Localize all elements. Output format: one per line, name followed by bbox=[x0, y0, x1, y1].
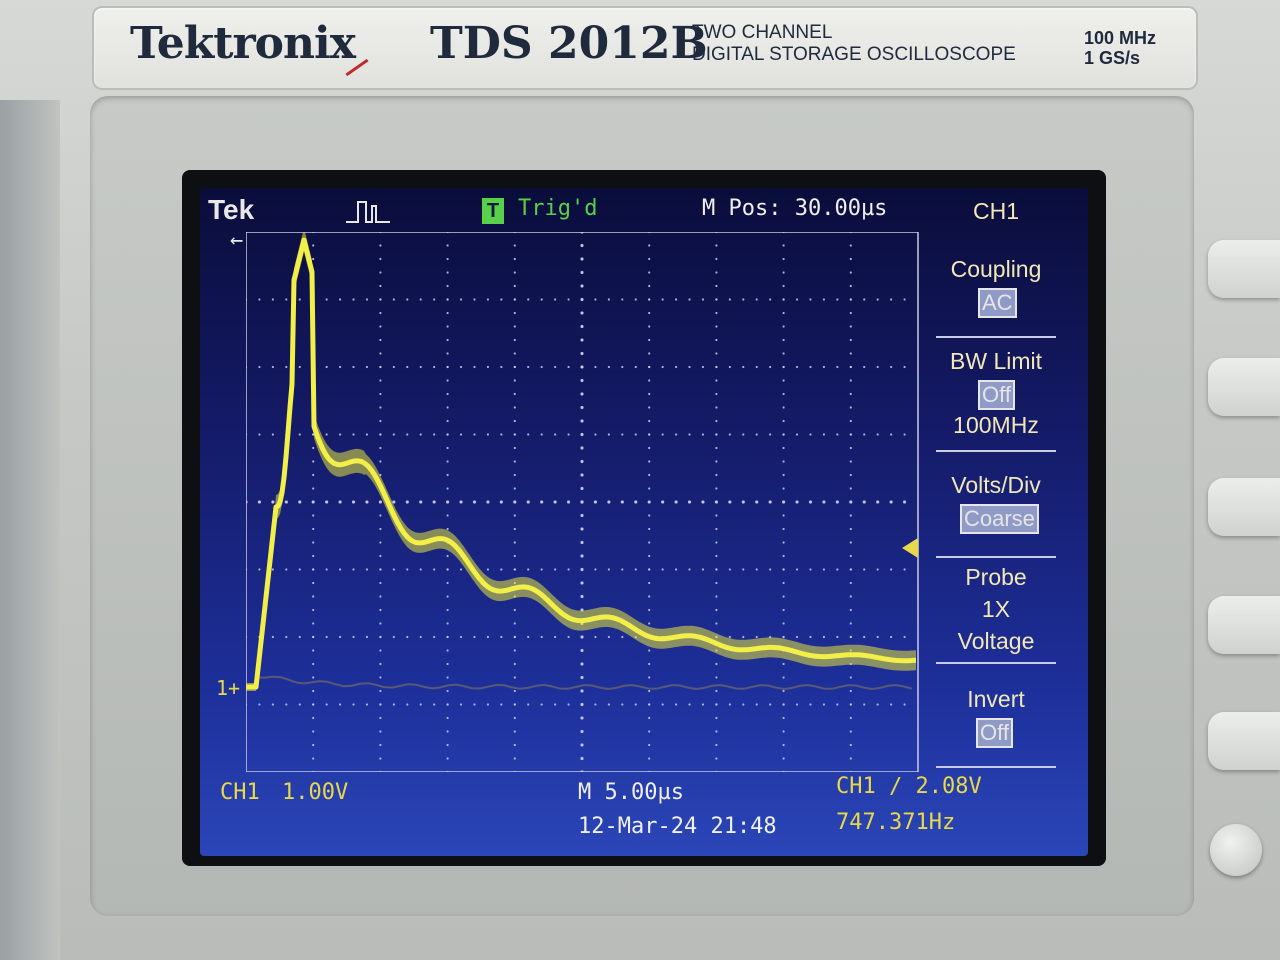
menu-divider bbox=[936, 766, 1056, 768]
graticule-dots bbox=[246, 232, 907, 772]
trigger-readout: CH1 ∕ 2.08V bbox=[836, 774, 982, 799]
model-description-line1: TWO CHANNEL bbox=[692, 22, 833, 43]
front-panel-label: Tektronix TDS 2012B TWO CHANNEL DIGITAL … bbox=[92, 6, 1198, 90]
sample-rate-spec: 1 GS/s bbox=[1084, 48, 1141, 68]
menu-button-2[interactable] bbox=[1208, 358, 1280, 416]
model-description-line2: DIGITAL STORAGE OSCILLOSCOPE bbox=[692, 44, 1016, 65]
tek-logo: Tek bbox=[208, 194, 255, 225]
menu-channel-title: CH1 bbox=[972, 198, 1019, 224]
menu-button-1[interactable] bbox=[1208, 240, 1280, 298]
oscilloscope-screen: Tek T Trig'd M Pos: 30.00µs ← 1+ CH1 Cou… bbox=[200, 188, 1088, 856]
trigger-position-arrow: ← bbox=[230, 228, 244, 253]
ch1-scale: 1.00V bbox=[282, 780, 349, 805]
spec-block: 100 MHz 1 GS/s bbox=[1084, 28, 1156, 68]
trigger-state: Trig'd bbox=[518, 196, 598, 221]
menu-divider bbox=[936, 336, 1056, 338]
probe-label: Probe bbox=[965, 564, 1027, 590]
housing-edge bbox=[0, 100, 60, 960]
trigger-icon: T bbox=[482, 198, 504, 224]
bw-limit-sub: 100MHz bbox=[953, 412, 1039, 438]
bandwidth-spec: 100 MHz bbox=[1084, 28, 1157, 48]
volts-div-label: Volts/Div bbox=[951, 472, 1041, 498]
control-knob[interactable] bbox=[1210, 824, 1262, 876]
graticule bbox=[246, 232, 919, 772]
model-description: TWO CHANNEL DIGITAL STORAGE OSCILLOSCOPE bbox=[692, 22, 1016, 66]
ch1-ground-marker: 1+ bbox=[216, 676, 241, 700]
volts-div-value[interactable]: Coarse bbox=[960, 504, 1039, 534]
bw-limit-value[interactable]: Off bbox=[978, 380, 1015, 410]
menu-button-5[interactable] bbox=[1208, 712, 1280, 770]
coupling-label: Coupling bbox=[950, 256, 1042, 282]
probe-value: 1X bbox=[981, 596, 1011, 622]
menu-button-4[interactable] bbox=[1208, 596, 1280, 654]
invert-label: Invert bbox=[967, 686, 1025, 712]
menu-button-3[interactable] bbox=[1208, 478, 1280, 536]
datetime-readout: 12-Mar-24 21:48 bbox=[578, 814, 777, 839]
trigger-level-marker bbox=[902, 538, 918, 558]
frequency-readout: 747.371Hz bbox=[836, 810, 956, 835]
m-pos-readout: M Pos: 30.00µs bbox=[702, 196, 888, 221]
coupling-value[interactable]: AC bbox=[978, 288, 1017, 318]
bw-limit-label: BW Limit bbox=[950, 348, 1042, 374]
graticule-border bbox=[246, 232, 919, 772]
acquire-pulse-icon bbox=[346, 201, 390, 223]
timebase-readout: M 5.00µs bbox=[578, 780, 684, 805]
menu-divider bbox=[936, 662, 1056, 664]
ch1-trace bbox=[246, 237, 917, 690]
menu-divider bbox=[936, 556, 1056, 558]
invert-value[interactable]: Off bbox=[976, 718, 1013, 748]
reference-trace bbox=[255, 675, 913, 691]
ch1-label: CH1 bbox=[220, 780, 260, 805]
brand-logo: Tektronix bbox=[130, 18, 356, 69]
probe-type: Voltage bbox=[957, 628, 1035, 654]
menu-divider bbox=[936, 450, 1056, 452]
model-name: TDS 2012B bbox=[430, 18, 708, 69]
ch1-trace-envelope bbox=[246, 232, 916, 691]
